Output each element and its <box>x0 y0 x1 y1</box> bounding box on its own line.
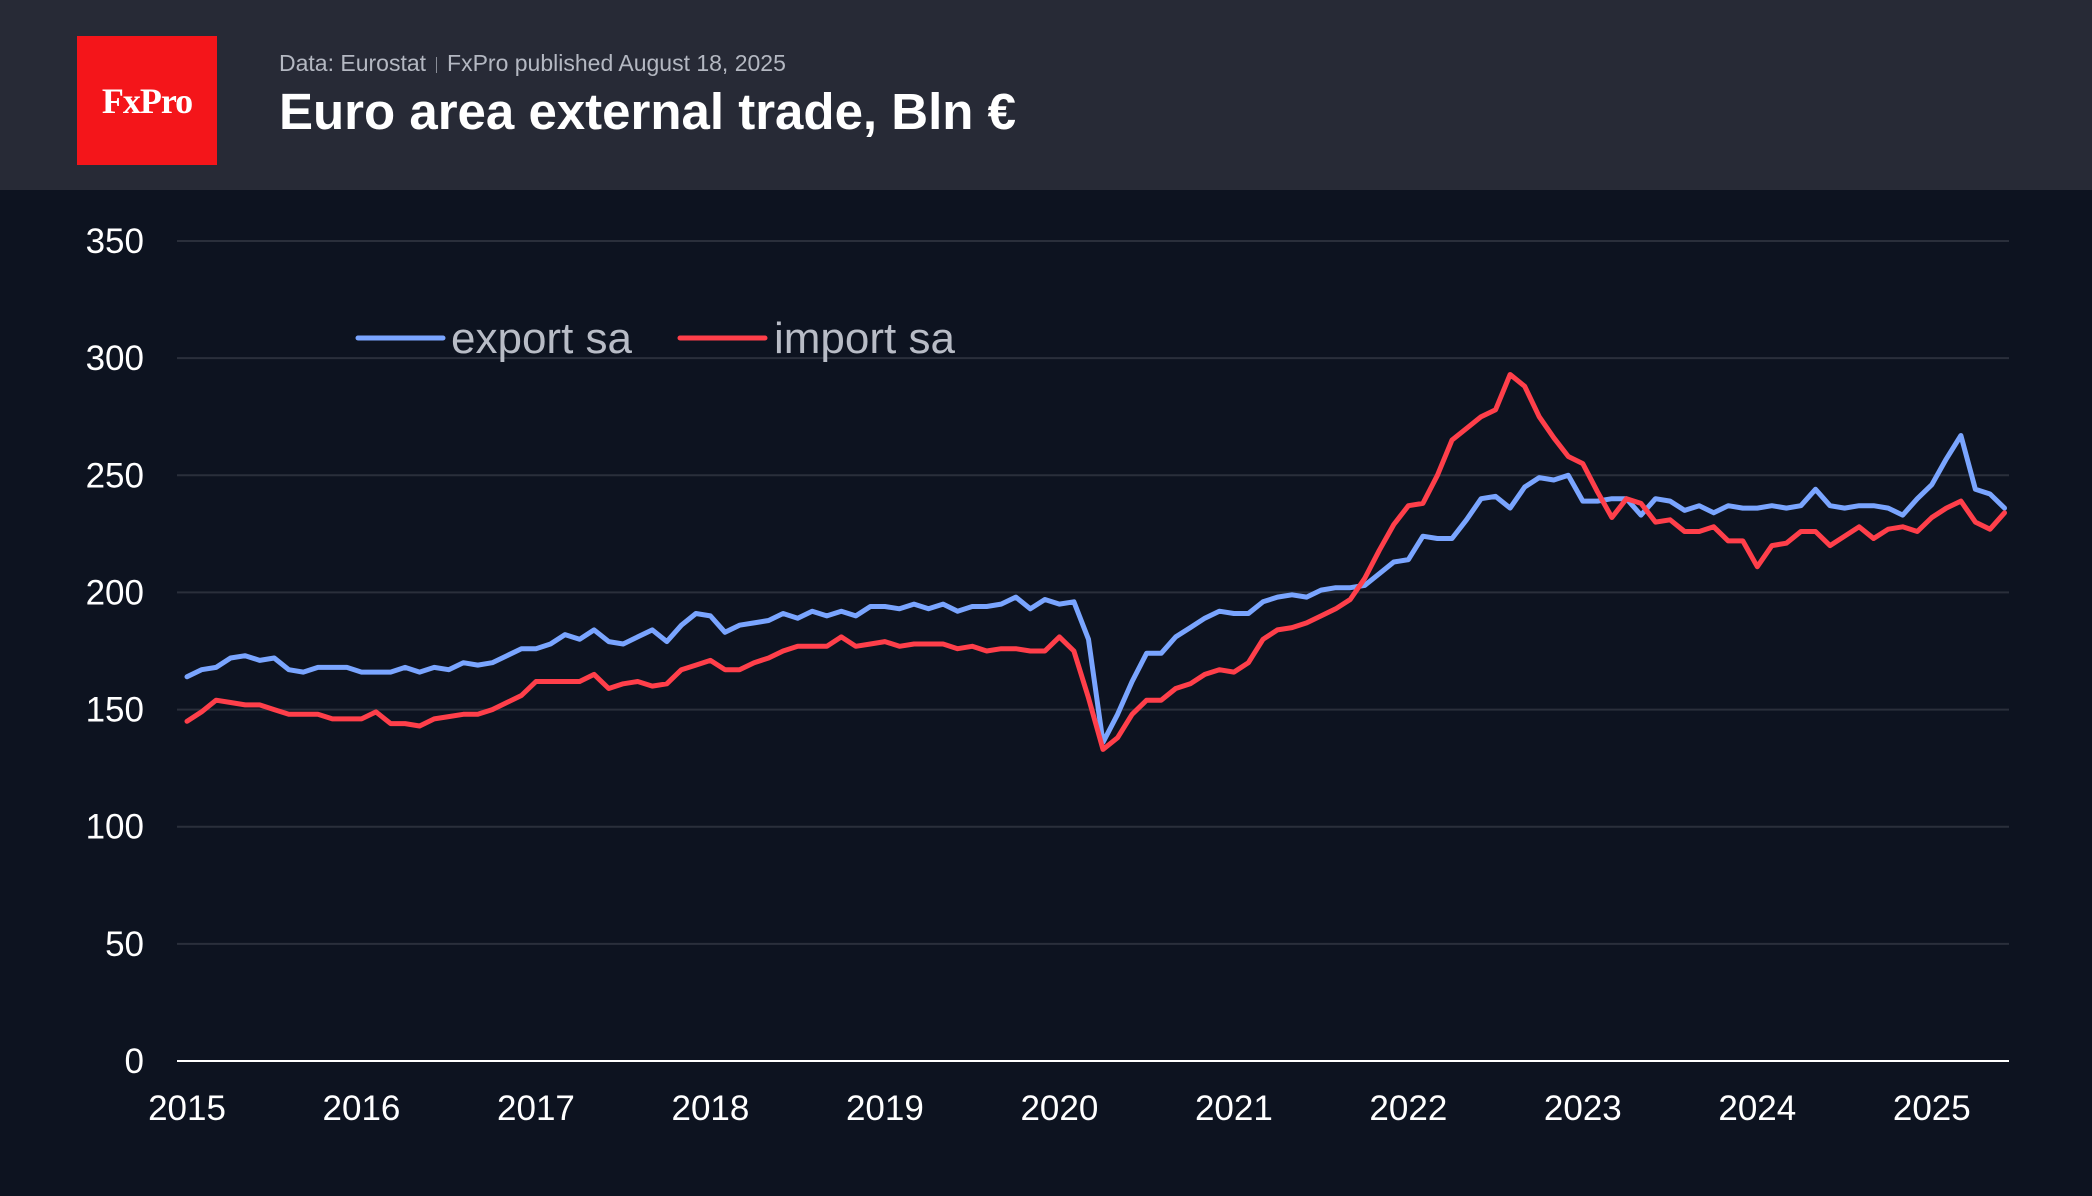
y-tick-label: 50 <box>105 925 144 964</box>
legend-label-export: export sa <box>451 314 633 363</box>
published-date: FxPro published August 18, 2025 <box>447 50 786 76</box>
data-source: Data: Eurostat <box>279 50 427 76</box>
separator <box>436 56 438 73</box>
x-tick-label: 2020 <box>1020 1089 1098 1128</box>
import-series-line <box>184 372 2007 752</box>
x-tick-label: 2022 <box>1369 1089 1447 1128</box>
x-tick-label: 2024 <box>1718 1089 1796 1128</box>
legend-label-import: import sa <box>774 314 955 363</box>
logo-text: FxPro <box>101 80 193 121</box>
x-tick-label: 2025 <box>1893 1089 1971 1128</box>
y-tick-label: 100 <box>86 808 144 847</box>
x-tick-label: 2023 <box>1544 1089 1622 1128</box>
y-tick-label: 150 <box>86 691 144 730</box>
export-series-line <box>184 433 2007 745</box>
source-line: Data: Eurostat FxPro published August 18,… <box>279 50 786 77</box>
x-tick-label: 2016 <box>323 1089 401 1128</box>
y-tick-label: 250 <box>86 456 144 495</box>
x-tick-label: 2018 <box>672 1089 750 1128</box>
y-tick-label: 200 <box>86 573 144 612</box>
fxpro-logo: FxPro <box>77 36 217 165</box>
x-tick-label: 2017 <box>497 1089 575 1128</box>
y-tick-label: 0 <box>125 1042 144 1081</box>
chart-title: Euro area external trade, Bln € <box>279 83 1016 140</box>
header: FxPro Data: Eurostat FxPro published Augu… <box>0 0 2092 190</box>
x-tick-label: 2021 <box>1195 1089 1273 1128</box>
x-tick-label: 2015 <box>148 1089 226 1128</box>
y-tick-label: 300 <box>86 339 144 378</box>
line-chart: 0 50 100 150 200 250 300 350 2015 2016 2017 2018 20… <box>86 222 2009 1128</box>
y-tick-label: 350 <box>86 222 144 261</box>
x-tick-label: 2019 <box>846 1089 924 1128</box>
